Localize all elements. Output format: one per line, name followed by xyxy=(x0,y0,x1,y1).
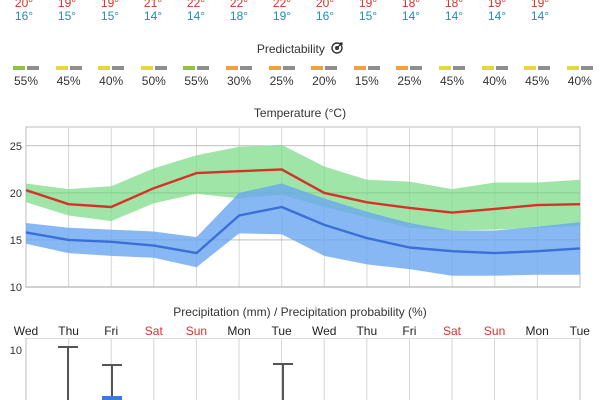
precipitation-chart: 10 xyxy=(10,338,581,400)
predictability-percent: 40% xyxy=(567,74,592,88)
series-line xyxy=(25,168,581,214)
day-high-temp: 18° xyxy=(444,0,464,10)
predictability-percent: 40% xyxy=(482,74,507,88)
precipitation-title: Precipitation (mm) / Precipitation proba… xyxy=(173,305,427,319)
day-label: Thu xyxy=(356,324,378,338)
day-low-temp: 16° xyxy=(14,9,34,23)
day-low-temp: 15° xyxy=(100,9,120,23)
day-label: Sat xyxy=(144,324,163,338)
series-line xyxy=(25,205,581,255)
day-label: Tue xyxy=(271,324,292,338)
day-high-temp: 22° xyxy=(272,0,292,10)
day-label: Thu xyxy=(58,324,79,338)
day-label: Sun xyxy=(185,324,208,338)
y-tick-label: 25 xyxy=(10,141,22,153)
predictability-bar xyxy=(140,66,167,70)
day-high-temp: 20° xyxy=(315,0,335,10)
predictability-percent: 15% xyxy=(354,74,379,88)
predictability-percent: 30% xyxy=(226,74,252,88)
predictability-bar xyxy=(98,66,125,70)
day-label: Sun xyxy=(483,324,506,338)
predictability-label: Predictability xyxy=(256,42,325,56)
predictability-bar xyxy=(55,66,82,70)
predictability-bar xyxy=(524,66,551,70)
predictability-bar xyxy=(481,66,508,70)
day-label: Fri xyxy=(104,324,119,338)
day-high-temp: 19° xyxy=(358,0,378,10)
predictability-percent: 45% xyxy=(439,74,465,88)
predictability-bar xyxy=(268,66,295,70)
day-label: Wed xyxy=(13,324,39,338)
y-tick-label: 10 xyxy=(10,345,22,357)
day-high-temp: 19° xyxy=(57,0,77,10)
predictability-percent: 50% xyxy=(141,74,166,88)
predictability-bar xyxy=(13,66,39,70)
day-high-temp: 22° xyxy=(186,0,206,10)
predictability-percent: 55% xyxy=(184,74,209,88)
temperature-title: Temperature (°C) xyxy=(253,106,347,120)
predictability-percent: 20% xyxy=(312,74,337,88)
day-high-temp: 19° xyxy=(530,0,550,10)
day-low-temp: 14° xyxy=(143,9,163,23)
day-high-temp: 18° xyxy=(401,0,421,10)
day-low-temp: 18° xyxy=(229,9,249,23)
predictability-percent: 45% xyxy=(525,74,550,88)
day-high-temp: 19° xyxy=(100,0,120,10)
day-label: Sat xyxy=(442,324,462,338)
day-low-temp: 14° xyxy=(487,9,507,23)
target-icon[interactable] xyxy=(331,42,343,54)
day-high-temp: 21° xyxy=(143,0,163,10)
predictability-bar xyxy=(226,66,252,70)
y-tick-label: 10 xyxy=(10,282,22,292)
predictability-bar xyxy=(566,66,593,70)
day-label: Mon xyxy=(227,324,251,338)
y-tick-label: 15 xyxy=(10,235,22,247)
predictability-bar xyxy=(183,66,210,70)
predictability-percent: 45% xyxy=(56,74,81,88)
day-label: Mon xyxy=(525,324,549,338)
y-tick-label: 20 xyxy=(10,188,22,200)
day-label: Wed xyxy=(311,324,337,338)
daily-high-low-row: 20° 16° 19° 15° 19° 15° 21° 14° 22° 14° 22° 18° 22° 1… xyxy=(0,0,600,28)
predictability-percent: 55% xyxy=(13,74,39,88)
predictability-percent: 25% xyxy=(269,74,294,88)
range-band xyxy=(26,183,580,276)
predictability-percent: 40% xyxy=(99,74,124,88)
day-low-temp: 14° xyxy=(401,9,421,23)
day-high-temp: 22° xyxy=(229,0,249,10)
predictability-bar xyxy=(396,66,423,70)
precip-bar xyxy=(102,396,122,400)
day-high-temp: 20° xyxy=(14,0,34,10)
day-low-temp: 16° xyxy=(315,9,335,23)
range-band xyxy=(26,144,580,231)
day-label: Tue xyxy=(569,324,590,338)
predictability-bar xyxy=(311,66,338,70)
day-low-temp: 19° xyxy=(272,9,292,23)
day-low-temp: 15° xyxy=(358,9,378,23)
predictability-title: Predictability xyxy=(0,42,600,56)
predictability-percent: 25% xyxy=(397,74,422,88)
predictability-bar xyxy=(353,66,380,70)
day-low-temp: 14° xyxy=(530,9,550,23)
temperature-chart: 25 20 15 10 xyxy=(10,126,581,292)
day-high-temp: 19° xyxy=(487,0,507,10)
predictability-bar xyxy=(439,66,465,70)
day-low-temp: 14° xyxy=(186,9,206,23)
day-low-temp: 14° xyxy=(444,9,464,23)
day-low-temp: 15° xyxy=(57,9,77,23)
day-label: Fri xyxy=(402,324,417,338)
